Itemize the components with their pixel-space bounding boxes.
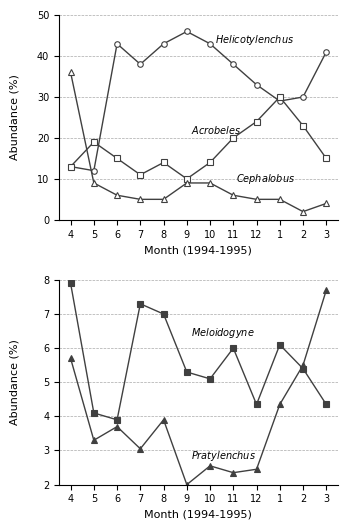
Text: $\it{Meloidogyne}$: $\it{Meloidogyne}$ bbox=[192, 326, 255, 340]
Y-axis label: Abundance (%): Abundance (%) bbox=[10, 339, 20, 425]
Text: $\it{Pratylenchus}$: $\it{Pratylenchus}$ bbox=[192, 449, 257, 463]
X-axis label: Month (1994-1995): Month (1994-1995) bbox=[144, 510, 252, 520]
Text: $\it{Helicotylenchus}$: $\it{Helicotylenchus}$ bbox=[215, 33, 294, 47]
Text: $\it{Acrobeles}$: $\it{Acrobeles}$ bbox=[192, 124, 242, 136]
Text: $\it{Cephalobus}$: $\it{Cephalobus}$ bbox=[236, 172, 295, 186]
X-axis label: Month (1994-1995): Month (1994-1995) bbox=[144, 245, 252, 255]
Y-axis label: Abundance (%): Abundance (%) bbox=[10, 74, 20, 160]
